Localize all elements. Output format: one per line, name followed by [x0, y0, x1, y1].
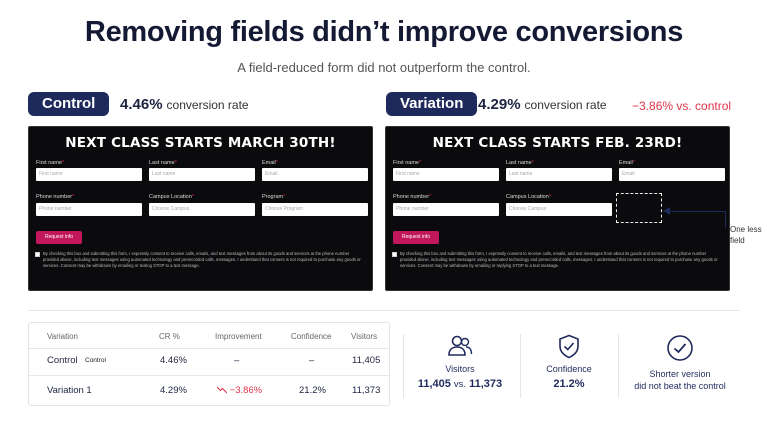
control-select-program[interactable]: Choose Program: [262, 203, 368, 216]
variation-label-phone: Phone number*: [393, 194, 432, 200]
control-input-first-name[interactable]: First name: [36, 168, 142, 181]
table-cell-name: Variation 1: [47, 385, 92, 396]
variation-request-info-button[interactable]: Request info: [393, 231, 439, 244]
variation-rate-label: conversion rate: [524, 98, 607, 112]
control-label-campus: Campus Location*: [149, 194, 194, 200]
trend-down-icon: [216, 387, 228, 394]
control-label-program: Program*: [262, 194, 286, 200]
table-row-divider: [29, 375, 389, 376]
control-input-last-name[interactable]: Last name: [149, 168, 255, 181]
control-label-first-name: First name*: [36, 160, 65, 166]
control-rate-value: 4.46%: [120, 96, 163, 113]
annotation-label: One less field: [730, 225, 762, 245]
results-table: Variation CR % Improvement Confidence Vi…: [28, 322, 390, 406]
stat-confidence: Confidence 21.2%: [510, 330, 628, 400]
annotation-arrow-bend: [725, 211, 726, 228]
control-pill: Control: [28, 92, 110, 116]
stat-verdict-line2: did not beat the control: [634, 381, 726, 391]
variation-input-email[interactable]: Email: [619, 168, 725, 181]
stat-verdict-line1: Shorter version: [649, 369, 711, 379]
table-cell-improvement: −3.86%: [216, 385, 262, 396]
variation-label-email: Email*: [619, 160, 635, 166]
table-cell-confidence: –: [309, 355, 315, 366]
variation-input-phone[interactable]: Phone number: [393, 203, 499, 216]
variation-label-first-name: First name*: [393, 160, 422, 166]
stat-visitors-label: Visitors: [445, 364, 475, 374]
table-cell-name: Control: [47, 355, 78, 366]
shield-check-icon: [558, 334, 580, 364]
control-consent-text: By checking this box and submitting this…: [43, 251, 361, 268]
variation-rate: 4.29% conversion rate: [478, 96, 607, 113]
table-row-divider: [29, 348, 389, 349]
table-header-visitors: Visitors: [351, 332, 378, 341]
control-rate-label: conversion rate: [166, 98, 249, 112]
variation-label-last-name: Last name*: [506, 160, 534, 166]
table-header-confidence: Confidence: [291, 332, 332, 341]
table-header-cr: CR %: [159, 332, 180, 341]
control-select-campus[interactable]: Choose Campus: [149, 203, 255, 216]
check-circle-icon: [666, 334, 694, 367]
section-divider: [28, 310, 740, 311]
table-cell-visitors: 11,373: [352, 385, 381, 396]
table-cell-confidence: 21.2%: [299, 385, 326, 396]
page-title: Removing fields didn’t improve conversio…: [84, 16, 684, 48]
control-consent-checkbox[interactable]: [35, 252, 40, 257]
variation-select-campus[interactable]: Choose Campus: [506, 203, 612, 216]
removed-field-placeholder: [616, 193, 662, 223]
stat-verdict-text: Shorter version did not beat the control: [620, 368, 740, 392]
page-subtitle: A field-reduced form did not outperform …: [237, 60, 531, 75]
stat-confidence-value: 21.2%: [553, 378, 585, 390]
stat-visitors: Visitors 11,405 vs. 11,373: [401, 330, 519, 400]
stat-confidence-label: Confidence: [546, 364, 592, 374]
variation-rate-value: 4.29%: [478, 96, 521, 113]
variation-pill: Variation: [386, 92, 478, 116]
control-rate: 4.46% conversion rate: [120, 96, 249, 113]
control-badge: Control: [85, 357, 106, 364]
table-header-variation: Variation: [47, 332, 78, 341]
annotation-arrow-line: [666, 211, 726, 212]
table-cell-cr: 4.29%: [160, 385, 187, 396]
variation-form: NEXT CLASS STARTS FEB. 23RD! First name*…: [385, 126, 730, 291]
control-label-last-name: Last name*: [149, 160, 177, 166]
variation-label-campus: Campus Location*: [506, 194, 551, 200]
annotation-arrow-head: [663, 207, 670, 215]
control-input-phone[interactable]: Phone number: [36, 203, 142, 216]
control-request-info-button[interactable]: Request info: [36, 231, 82, 244]
table-cell-visitors: 11,405: [352, 355, 381, 366]
variation-input-last-name[interactable]: Last name: [506, 168, 612, 181]
stat-visitors-value: 11,405 vs. 11,373: [417, 378, 503, 390]
control-label-email: Email*: [262, 160, 278, 166]
control-label-phone: Phone number*: [36, 194, 75, 200]
users-icon: [447, 334, 473, 363]
control-form: NEXT CLASS STARTS MARCH 30TH! First name…: [28, 126, 373, 291]
stat-divider: [520, 334, 521, 398]
variation-consent-text: By checking this box and submitting this…: [400, 251, 718, 268]
table-cell-cr: 4.46%: [160, 355, 187, 366]
variation-consent-checkbox[interactable]: [392, 252, 397, 257]
stat-divider: [618, 334, 619, 398]
stat-divider: [403, 334, 404, 398]
control-input-email[interactable]: Email: [262, 168, 368, 181]
table-cell-improvement: –: [234, 355, 240, 366]
table-header-improvement: Improvement: [215, 332, 262, 341]
variation-form-headline: NEXT CLASS STARTS FEB. 23RD!: [432, 135, 683, 151]
stat-verdict: Shorter version did not beat the control: [620, 330, 740, 400]
variation-delta: −3.86% vs. control: [632, 99, 732, 113]
variation-input-first-name[interactable]: First name: [393, 168, 499, 181]
control-form-headline: NEXT CLASS STARTS MARCH 30TH!: [65, 135, 336, 151]
